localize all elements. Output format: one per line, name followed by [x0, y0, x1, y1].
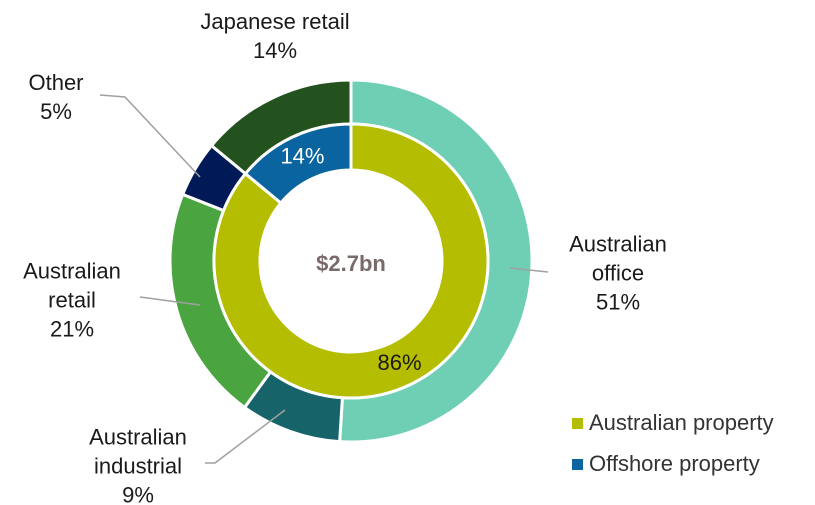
leader-line	[205, 409, 286, 464]
legend-label: Australian property	[589, 410, 774, 435]
legend-item: Australian property	[572, 410, 774, 436]
legend-swatch	[572, 417, 583, 429]
slice-name: Other	[28, 70, 84, 95]
slice-name: Australian office	[569, 231, 667, 286]
slice-label: Other 5%	[16, 68, 96, 126]
slice-label: Australian retail 21%	[7, 257, 137, 344]
legend-swatch	[572, 458, 583, 470]
legend-label: Offshore property	[589, 451, 760, 476]
slice-label: Australian industrial 9%	[73, 423, 203, 505]
slice-value-label: 14%	[252, 38, 298, 63]
slice-name: Australian retail	[23, 258, 121, 313]
legend-item: Offshore property	[572, 451, 760, 477]
slice-value-label: 14%	[280, 144, 324, 169]
inner-slice	[212, 122, 490, 400]
slice-value-label: 9%	[122, 482, 154, 505]
slice-name: Australian industrial	[89, 424, 187, 479]
leader-line	[509, 267, 549, 273]
slice-value-label: 51%	[595, 289, 641, 315]
slice-name: Japanese retail	[200, 9, 350, 34]
center-label: $2.7bn	[316, 251, 386, 276]
slice-value-label: 21%	[49, 316, 95, 342]
inner-slice	[243, 122, 353, 206]
leader-line	[139, 296, 201, 306]
slice-value-label: 86%	[378, 350, 422, 375]
slice-label: Japanese retail 14%	[175, 7, 375, 65]
slice-label: Australian office 51%	[553, 230, 683, 317]
slice-value-label: 5%	[40, 99, 72, 124]
leader-line	[99, 94, 201, 178]
